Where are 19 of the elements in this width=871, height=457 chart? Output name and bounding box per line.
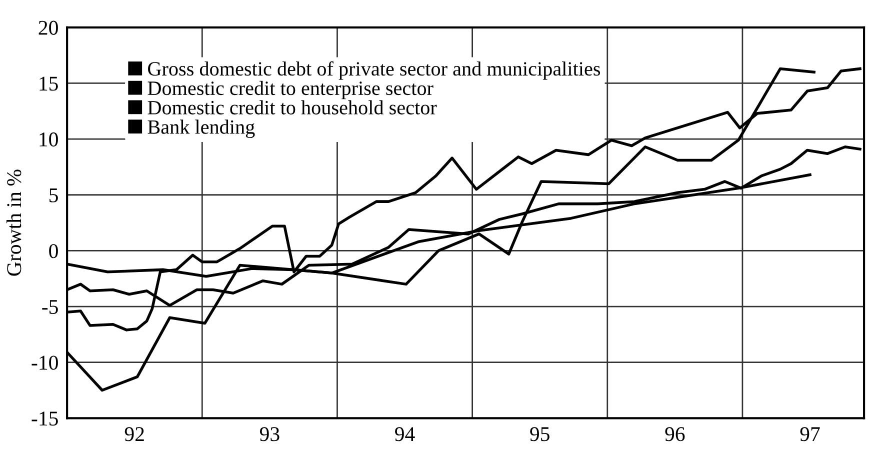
x-tick-label: 94 — [395, 427, 415, 442]
y-tick-label: 0 — [49, 244, 58, 258]
legend-label: Gross domestic debt of private sector and municipalities — [148, 61, 600, 80]
x-tick-label: 96 — [665, 427, 685, 442]
y-tick-label: -10 — [32, 356, 58, 370]
y-axis-title: Growth in % — [6, 170, 22, 276]
x-tick-label: 93 — [260, 427, 280, 442]
x-tick-label: 95 — [530, 427, 550, 442]
legend-label: Domestic credit to household sector — [148, 100, 437, 114]
x-tick-label: 92 — [124, 427, 144, 442]
y-tick-label: -5 — [42, 300, 58, 314]
x-tick-label: 97 — [800, 427, 820, 442]
y-tick-label: -15 — [32, 412, 58, 426]
y-tick-label: 5 — [50, 188, 58, 202]
y-tick-label: 20 — [38, 20, 58, 35]
y-tick-label: 10 — [40, 132, 58, 146]
legend-label: Domestic credit to enterprise sector — [148, 80, 434, 100]
y-tick-label: 15 — [40, 76, 58, 91]
legend-label: Bank lending — [148, 120, 255, 138]
